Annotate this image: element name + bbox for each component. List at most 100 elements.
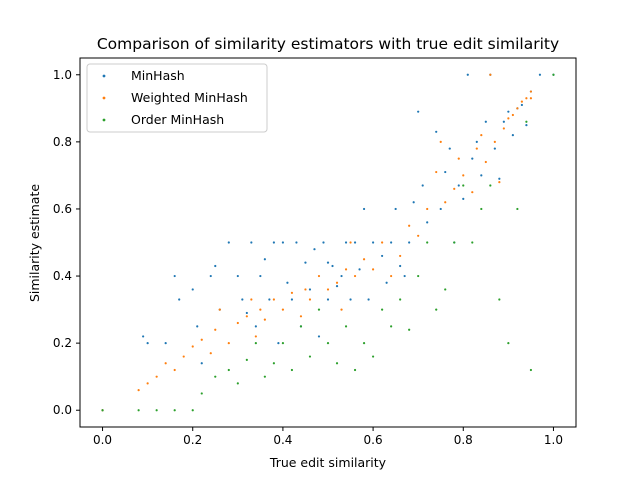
series-2-point-40 <box>525 120 528 123</box>
x-tick-label-0: 0.0 <box>93 433 112 447</box>
series-1-point-21 <box>290 291 294 294</box>
series-0-point-10 <box>214 264 217 268</box>
series-1-point-45 <box>462 174 465 177</box>
series-0-point-29 <box>308 288 312 291</box>
series-1-point-38 <box>417 234 420 237</box>
series-1-point-59 <box>529 90 533 93</box>
series-1-point-53 <box>502 127 505 130</box>
series-2-point-39 <box>516 207 519 211</box>
series-2-point-34 <box>471 241 474 244</box>
series-2-point-31 <box>444 288 447 291</box>
series-1-point-58 <box>525 97 528 100</box>
series-1-point-33 <box>371 268 375 271</box>
legend-label-1: Weighted MinHash <box>131 90 248 105</box>
series-2-point-4 <box>191 409 194 412</box>
series-0-point-57 <box>439 207 442 211</box>
series-1-point-54 <box>507 117 510 120</box>
series-0-point-34 <box>326 298 330 301</box>
series-2-point-37 <box>498 298 501 301</box>
series-0-point-64 <box>471 157 474 160</box>
series-2-point-17 <box>317 308 321 311</box>
legend-marker-1 <box>102 96 106 100</box>
series-0-point-37 <box>340 274 343 278</box>
series-0-point-36 <box>335 285 339 288</box>
legend-marker-2 <box>102 118 106 122</box>
series-1-point-57 <box>520 100 523 103</box>
series-2-point-1 <box>137 409 140 412</box>
series-2-point-26 <box>399 298 402 301</box>
series-1-point-19 <box>272 298 275 301</box>
legend-frame <box>86 63 268 133</box>
series-1-point-24 <box>308 298 312 301</box>
series-2-point-32 <box>453 241 456 244</box>
series-0-point-69 <box>493 147 496 150</box>
series-2-point-28 <box>417 274 420 278</box>
series-0-point-7 <box>196 325 199 328</box>
series-1-point-7 <box>191 345 194 348</box>
series-2-point-10 <box>254 342 257 345</box>
series-1-point-31 <box>353 274 357 278</box>
series-1-point-49 <box>484 160 487 164</box>
series-1-point-27 <box>335 281 339 284</box>
series-0-point-19 <box>263 258 266 261</box>
ticks-layer: 0.0 0.2 0.4 0.6 0.8 1.0 0.0 0.2 0.4 0.6 0.8 1.0 <box>53 68 563 447</box>
series-1-point-16 <box>254 335 257 338</box>
series-1-point-51 <box>493 140 496 143</box>
series-0-point-52 <box>412 201 415 204</box>
axes-layer <box>79 57 577 428</box>
series-2-point-27 <box>408 328 411 331</box>
series-1-point-47 <box>475 147 478 150</box>
legend-label-2: Order MinHash <box>131 112 224 127</box>
series-1-point-28 <box>340 308 343 311</box>
legend-items: MinHash Weighted MinHash Order MinHash <box>102 68 248 127</box>
series-1-point-13 <box>236 321 239 325</box>
series-2-point-6 <box>214 375 217 378</box>
series-0-point-32 <box>322 241 325 244</box>
series-0-point-25 <box>290 298 294 301</box>
series-1-point-2 <box>146 382 149 385</box>
series-1-point-8 <box>200 338 203 341</box>
series-0-point-49 <box>399 264 402 268</box>
series-2-point-8 <box>236 382 239 385</box>
series-2-point-38 <box>507 342 510 345</box>
series-1-point-32 <box>362 258 366 261</box>
series-0-point-76 <box>525 123 528 127</box>
series-2-point-9 <box>245 358 248 362</box>
series-0-point-47 <box>390 241 393 244</box>
series-0-point-16 <box>250 241 253 244</box>
series-1-point-35 <box>390 274 393 278</box>
series-0-point-18 <box>259 274 262 278</box>
series-0-point-22 <box>277 342 280 345</box>
series-0-point-43 <box>367 298 370 301</box>
series-2-point-20 <box>344 325 348 328</box>
series-0-point-71 <box>502 120 505 123</box>
series-0-point-2 <box>146 342 149 345</box>
chart-title: Comparison of similarity estimators with… <box>97 35 559 53</box>
series-1-point-41 <box>439 140 442 143</box>
series-0-point-55 <box>426 221 429 224</box>
series-2-point-5 <box>200 392 203 395</box>
series-1-point-30 <box>349 241 352 244</box>
series-0-point-62 <box>462 197 465 200</box>
series-1-point-14 <box>245 315 248 318</box>
series-0-point-4 <box>173 274 176 278</box>
y-tick-label-3: 0.6 <box>53 202 72 216</box>
series-1-point-23 <box>304 288 307 291</box>
series-1-point-18 <box>263 318 266 321</box>
series-2-point-14 <box>290 368 294 372</box>
series-1-point-17 <box>259 308 262 311</box>
series-2-point-16 <box>308 355 312 358</box>
x-tick-label-5: 1.0 <box>544 433 563 447</box>
series-0-point-59 <box>448 147 451 150</box>
series-0-point-26 <box>295 241 298 244</box>
series-0-point-8 <box>200 362 203 365</box>
y-tick-label-4: 0.8 <box>53 135 72 149</box>
series-0-point-15 <box>245 311 248 315</box>
series-1-point-20 <box>281 308 285 311</box>
y-axis-title: Similarity estimate <box>27 184 42 302</box>
series-0-point-20 <box>268 298 271 301</box>
series-1-point-36 <box>399 254 402 258</box>
y-tick-label-2: 0.4 <box>53 269 72 283</box>
series-0-point-63 <box>466 73 469 76</box>
